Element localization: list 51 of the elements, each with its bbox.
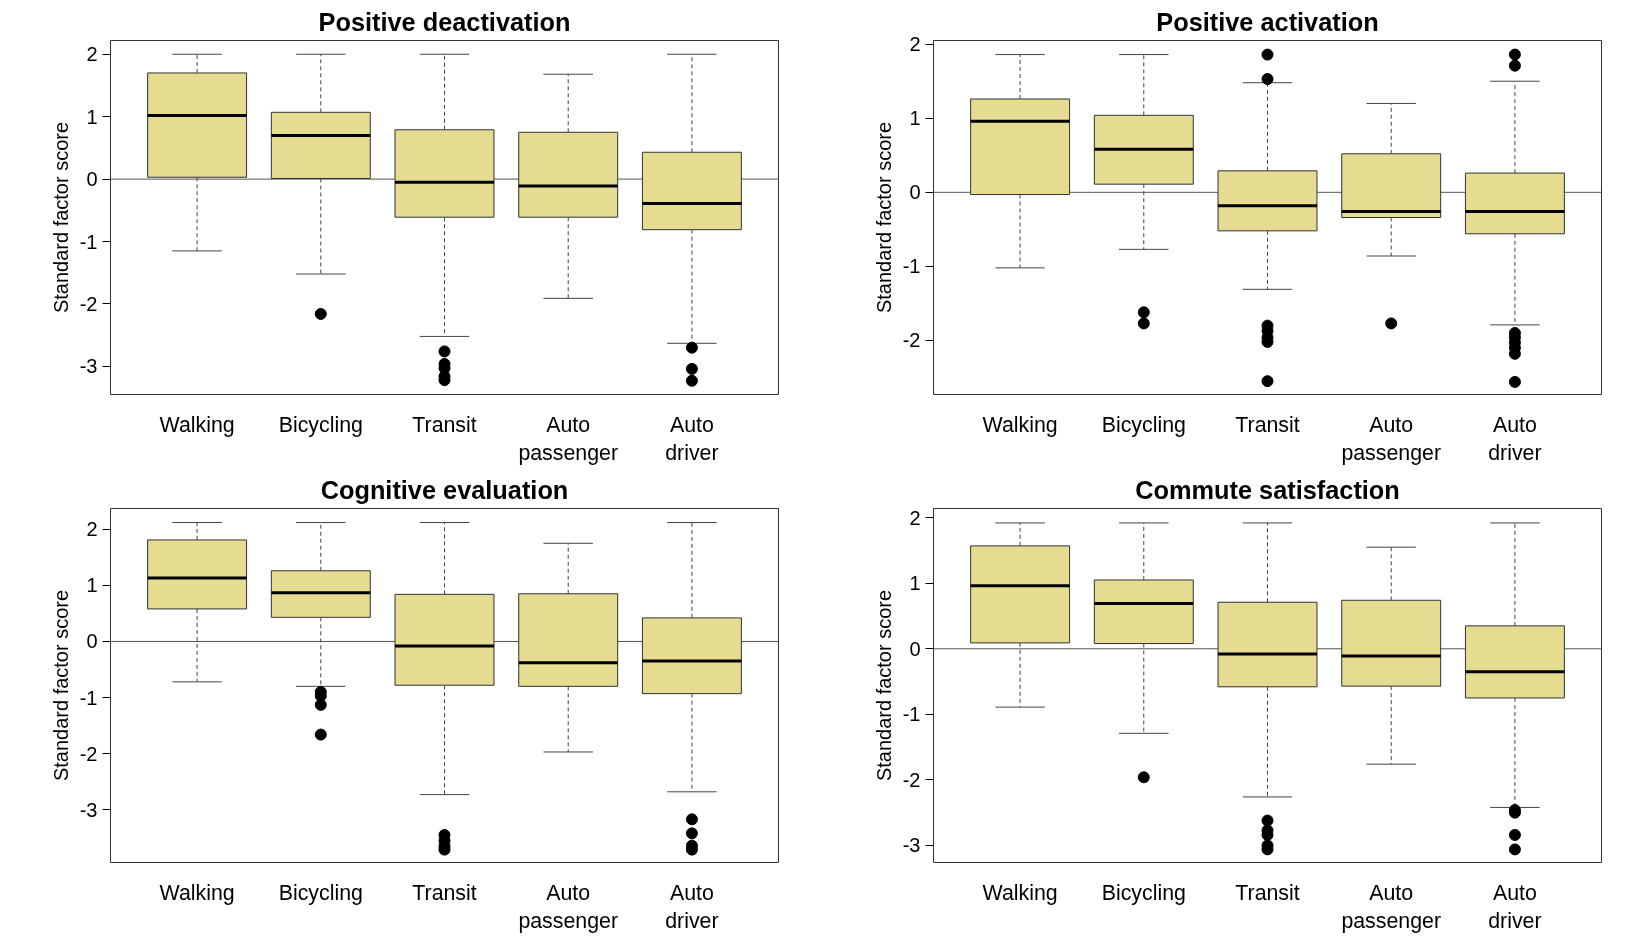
- x-tick-label: Bicycling: [278, 880, 363, 905]
- y-tick-label: 2: [86, 518, 98, 541]
- y-axis-title: Standard factor score: [872, 121, 895, 314]
- x-tick-label: Auto driver: [665, 412, 719, 466]
- y-tick-label: -1: [79, 230, 98, 253]
- y-tick-label: 0: [86, 168, 98, 191]
- y-tick-label: 1: [909, 572, 921, 595]
- chart-title: Positive deactivation: [318, 7, 571, 36]
- y-tick-label: -2: [79, 292, 98, 315]
- y-tick-label: -3: [79, 798, 98, 821]
- y-tick-label: -1: [902, 703, 921, 726]
- y-tick-label: 0: [86, 630, 98, 653]
- y-tick-label: -1: [79, 686, 98, 709]
- y-tick-label: -3: [902, 834, 921, 857]
- x-tick-label: Walking: [982, 412, 1058, 437]
- y-tick-label: 2: [909, 33, 921, 56]
- y-tick-label: 2: [86, 43, 98, 66]
- y-tick-label: -1: [902, 255, 921, 278]
- x-tick-label: Auto passenger: [1341, 412, 1442, 466]
- x-tick-label: Auto passenger: [1341, 880, 1442, 934]
- y-tick-label: -2: [79, 742, 98, 765]
- x-tick-label: Walking: [982, 880, 1058, 905]
- y-axis-title: Standard factor score: [872, 589, 895, 782]
- x-tick-label: Transit: [412, 412, 477, 437]
- x-tick-label: Bicycling: [1101, 880, 1186, 905]
- x-tick-label: Walking: [159, 412, 235, 437]
- y-tick-label: 0: [909, 637, 921, 660]
- y-axis-title: Standard factor score: [49, 589, 72, 782]
- y-tick-label: -2: [902, 768, 921, 791]
- x-tick-label: Transit: [1235, 880, 1300, 905]
- chart-title: Positive activation: [1156, 7, 1379, 36]
- x-tick-label: Auto driver: [1488, 880, 1542, 934]
- x-tick-label: Transit: [1235, 412, 1300, 437]
- y-tick-label: 1: [909, 107, 921, 130]
- x-tick-label: Auto driver: [665, 880, 719, 934]
- y-tick-label: 0: [909, 181, 921, 204]
- x-tick-label: Auto passenger: [518, 412, 619, 466]
- x-tick-label: Auto passenger: [518, 880, 619, 934]
- y-tick-label: 2: [909, 506, 921, 529]
- chart-title: Commute satisfaction: [1135, 475, 1400, 504]
- x-tick-label: Auto driver: [1488, 412, 1542, 466]
- y-tick-label: 1: [86, 105, 98, 128]
- y-tick-label: -2: [902, 329, 921, 352]
- y-axis-title: Standard factor score: [49, 121, 72, 314]
- x-tick-label: Bicycling: [278, 412, 363, 437]
- x-tick-label: Transit: [412, 880, 477, 905]
- chart-title: Cognitive evaluation: [320, 475, 569, 504]
- y-tick-label: -3: [79, 355, 98, 378]
- x-tick-label: Walking: [159, 880, 235, 905]
- x-tick-label: Bicycling: [1101, 412, 1186, 437]
- y-tick-label: 1: [86, 574, 98, 597]
